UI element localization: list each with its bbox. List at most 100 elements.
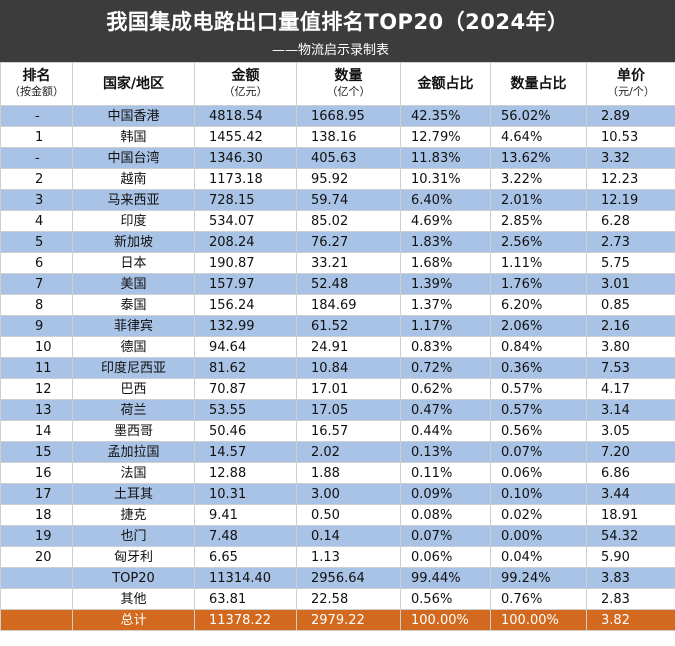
amount-share-cell: 0.44% <box>400 420 491 442</box>
quantity-share-cell: 1.76% <box>490 273 587 295</box>
country-cell: 也门 <box>72 525 195 547</box>
unit-price-cell: 0.85 <box>586 294 675 316</box>
table-header-row: 排名 （按金额） 国家/地区 金额 （亿元） 数量 （亿个） 金额占比 数量占比… <box>0 62 675 106</box>
quantity-cell: 10.84 <box>296 357 401 379</box>
country-cell: 荷兰 <box>72 399 195 421</box>
quantity-share-cell: 0.10% <box>490 483 587 505</box>
col-header-unit: （亿个） <box>326 85 371 98</box>
rank-cell: 16 <box>0 462 73 484</box>
quantity-cell: 17.01 <box>296 378 401 400</box>
table-row: 6 日本 190.87 33.21 1.68% 1.11% 5.75 <box>0 252 675 274</box>
quantity-cell: 405.63 <box>296 147 401 169</box>
quantity-cell: 76.27 <box>296 231 401 253</box>
unit-price-cell: 2.73 <box>586 231 675 253</box>
rank-cell: - <box>0 105 73 127</box>
rank-cell: 7 <box>0 273 73 295</box>
col-header-quantity-share: 数量占比 <box>490 62 587 106</box>
quantity-share-cell: 0.00% <box>490 525 587 547</box>
rank-cell: 17 <box>0 483 73 505</box>
country-cell: 其他 <box>72 588 195 610</box>
quantity-cell: 2.02 <box>296 441 401 463</box>
rank-cell: 8 <box>0 294 73 316</box>
amount-cell: 7.48 <box>194 525 297 547</box>
country-cell: 泰国 <box>72 294 195 316</box>
unit-price-cell: 4.17 <box>586 378 675 400</box>
quantity-cell: 184.69 <box>296 294 401 316</box>
table-row: TOP20 11314.40 2956.64 99.44% 99.24% 3.83 <box>0 567 675 589</box>
country-cell: 土耳其 <box>72 483 195 505</box>
quantity-cell: 24.91 <box>296 336 401 358</box>
amount-cell: 1173.18 <box>194 168 297 190</box>
quantity-cell: 2979.22 <box>296 609 401 631</box>
rank-cell <box>0 588 73 610</box>
unit-price-cell: 3.80 <box>586 336 675 358</box>
unit-price-cell: 3.01 <box>586 273 675 295</box>
amount-cell: 157.97 <box>194 273 297 295</box>
quantity-cell: 85.02 <box>296 210 401 232</box>
amount-cell: 190.87 <box>194 252 297 274</box>
col-header-label: 金额 <box>231 68 260 84</box>
amount-cell: 12.88 <box>194 462 297 484</box>
unit-price-cell: 54.32 <box>586 525 675 547</box>
table-row: 19 也门 7.48 0.14 0.07% 0.00% 54.32 <box>0 525 675 547</box>
title-banner: 我国集成电路出口量值排名TOP20（2024年） ——物流启示录制表 <box>0 0 675 62</box>
amount-share-cell: 0.09% <box>400 483 491 505</box>
country-cell: 印度 <box>72 210 195 232</box>
rank-cell: 12 <box>0 378 73 400</box>
amount-cell: 14.57 <box>194 441 297 463</box>
amount-share-cell: 0.13% <box>400 441 491 463</box>
unit-price-cell: 7.20 <box>586 441 675 463</box>
amount-share-cell: 42.35% <box>400 105 491 127</box>
page-title: 我国集成电路出口量值排名TOP20（2024年） <box>106 10 569 34</box>
quantity-cell: 0.50 <box>296 504 401 526</box>
amount-cell: 208.24 <box>194 231 297 253</box>
col-header-label: 排名 <box>22 68 51 84</box>
rank-cell <box>0 609 73 631</box>
quantity-cell: 95.92 <box>296 168 401 190</box>
col-header-label: 单价 <box>617 68 645 84</box>
amount-share-cell: 0.62% <box>400 378 491 400</box>
rank-cell <box>0 567 73 589</box>
col-header-amount-share: 金额占比 <box>400 62 491 106</box>
amount-share-cell: 10.31% <box>400 168 491 190</box>
unit-price-cell: 3.83 <box>586 567 675 589</box>
quantity-cell: 1668.95 <box>296 105 401 127</box>
amount-share-cell: 1.17% <box>400 315 491 337</box>
country-cell: 捷克 <box>72 504 195 526</box>
col-header-label: 数量 <box>334 68 363 84</box>
amount-cell: 1455.42 <box>194 126 297 148</box>
table-row: - 中国台湾 1346.30 405.63 11.83% 13.62% 3.32 <box>0 147 675 169</box>
country-cell: 巴西 <box>72 378 195 400</box>
country-cell: 印度尼西亚 <box>72 357 195 379</box>
rank-cell: - <box>0 147 73 169</box>
country-cell: 孟加拉国 <box>72 441 195 463</box>
quantity-cell: 0.14 <box>296 525 401 547</box>
unit-price-cell: 3.32 <box>586 147 675 169</box>
quantity-cell: 59.74 <box>296 189 401 211</box>
table-row: 18 捷克 9.41 0.50 0.08% 0.02% 18.91 <box>0 504 675 526</box>
rank-cell: 1 <box>0 126 73 148</box>
quantity-share-cell: 4.64% <box>490 126 587 148</box>
unit-price-cell: 12.23 <box>586 168 675 190</box>
quantity-share-cell: 0.57% <box>490 399 587 421</box>
amount-share-cell: 1.83% <box>400 231 491 253</box>
country-cell: 马来西亚 <box>72 189 195 211</box>
unit-price-cell: 12.19 <box>586 189 675 211</box>
amount-cell: 132.99 <box>194 315 297 337</box>
unit-price-cell: 3.82 <box>586 609 675 631</box>
col-header-country: 国家/地区 <box>72 62 195 106</box>
quantity-share-cell: 0.04% <box>490 546 587 568</box>
table-row: 11 印度尼西亚 81.62 10.84 0.72% 0.36% 7.53 <box>0 357 675 379</box>
amount-share-cell: 0.47% <box>400 399 491 421</box>
rank-cell: 11 <box>0 357 73 379</box>
quantity-share-cell: 99.24% <box>490 567 587 589</box>
quantity-share-cell: 2.85% <box>490 210 587 232</box>
country-cell: 日本 <box>72 252 195 274</box>
country-cell: 中国香港 <box>72 105 195 127</box>
table-row: 12 巴西 70.87 17.01 0.62% 0.57% 4.17 <box>0 378 675 400</box>
unit-price-cell: 2.83 <box>586 588 675 610</box>
ranking-table: 排名 （按金额） 国家/地区 金额 （亿元） 数量 （亿个） 金额占比 数量占比… <box>0 62 675 631</box>
quantity-share-cell: 0.84% <box>490 336 587 358</box>
table-row: 8 泰国 156.24 184.69 1.37% 6.20% 0.85 <box>0 294 675 316</box>
quantity-cell: 16.57 <box>296 420 401 442</box>
